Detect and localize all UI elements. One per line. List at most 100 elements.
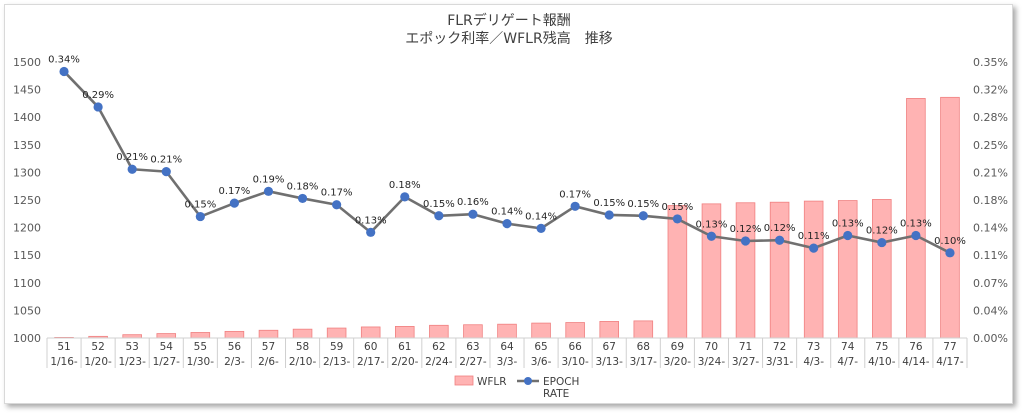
category-date-label: 1/30- (187, 356, 215, 368)
wflr-bar (667, 205, 688, 339)
legend-rate-marker (524, 377, 532, 385)
epoch-rate-data-label: 0.12% (764, 223, 796, 234)
category-epoch-label: 67 (603, 341, 616, 353)
epoch-rate-data-label: 0.17% (321, 188, 353, 199)
category-date-label: 3/31- (766, 356, 794, 368)
category-date-label: 2/6- (258, 356, 279, 368)
epoch-rate-data-label: 0.13% (696, 219, 728, 230)
chart-title: FLRデリゲート報酬 (447, 12, 571, 29)
category-date-label: 2/27- (459, 356, 487, 368)
category-date-label: 3/3- (497, 356, 518, 368)
combo-chart: FLRデリゲート報酬 エポック利率／WFLR残高 推移 1000 1050 1100… (13, 12, 1008, 400)
epoch-rate-data-label: 0.15% (593, 198, 625, 209)
axes: 1000 1050 1100 1150 1200 1250 1300 1350 1400 1450… (13, 56, 1008, 368)
category-date-label: 3/10- (561, 356, 589, 368)
category-epoch-label: 72 (773, 341, 786, 353)
epoch-rate-data-label: 0.15% (184, 200, 216, 211)
category-epoch-label: 51 (57, 341, 70, 353)
category-epoch-label: 57 (262, 341, 275, 353)
epoch-rate-data-label: 0.13% (900, 218, 932, 229)
wflr-bar (190, 332, 211, 339)
wflr-bar (872, 199, 892, 339)
category-epoch-label: 74 (841, 341, 855, 353)
y-right-tick-label: 0.00% (973, 332, 1008, 345)
category-epoch-label: 76 (909, 341, 923, 353)
category-date-label: 4/3- (803, 356, 824, 368)
category-epoch-label: 59 (330, 341, 343, 353)
y-right-tick-label: 0.18% (973, 194, 1008, 207)
category-epoch-label: 55 (194, 341, 207, 353)
epoch-rate-data-label: 0.17% (219, 186, 251, 197)
epoch-rate-point (468, 209, 478, 219)
wflr-bar (633, 320, 654, 339)
y-right-tick-label: 0.21% (973, 166, 1008, 179)
epoch-rate-data-label: 0.18% (389, 180, 421, 191)
epoch-rate-data-label: 0.17% (559, 189, 591, 200)
category-epoch-label: 63 (466, 341, 479, 353)
category-epoch-label: 64 (500, 341, 514, 353)
epoch-rate-point (911, 230, 921, 241)
category-epoch-label: 68 (637, 341, 650, 353)
wflr-bar (292, 328, 313, 339)
category-epoch-label: 61 (398, 341, 411, 353)
epoch-rate-point (297, 193, 308, 204)
category-date-label: 1/27- (153, 356, 181, 368)
y-right-tick-label: 0.25% (973, 139, 1008, 152)
wflr-bar (429, 324, 449, 339)
y-right-tick-label: 0.11% (973, 249, 1008, 262)
category-date-label: 3/24- (698, 356, 726, 368)
epoch-rate-point (809, 243, 819, 253)
y-left-tick-label: 1200 (13, 222, 41, 235)
epoch-rate-point (366, 227, 376, 237)
epoch-rate-data-label: 0.10% (934, 236, 966, 247)
category-epoch-label: 71 (739, 341, 752, 353)
epoch-rate-point (59, 66, 69, 77)
epoch-rate-data-label: 0.21% (116, 152, 148, 163)
category-date-label: 2/3- (224, 356, 245, 368)
y-right-tick-label: 0.14% (973, 222, 1008, 235)
epoch-rate-point (570, 201, 580, 211)
epoch-rate-data-label: 0.12% (730, 224, 762, 235)
wflr-bar (326, 327, 347, 339)
epoch-rate-data-label: 0.21% (150, 155, 182, 166)
legend-rate-label-line1: EPOCH (543, 376, 579, 388)
epoch-rate-point (502, 219, 512, 229)
wflr-bar (565, 322, 585, 339)
category-date-label: 4/17- (936, 356, 964, 368)
epoch-rate-point (877, 237, 887, 248)
category-epoch-label: 70 (705, 341, 718, 353)
epoch-rate-data-label: 0.34% (48, 54, 80, 65)
category-date-label: 2/10- (289, 356, 317, 368)
legend-rate-label-line2: RATE (543, 388, 569, 400)
y-right-tick-label: 0.07% (973, 277, 1008, 290)
epoch-rate-point (127, 164, 137, 174)
category-date-label: 3/17- (630, 356, 658, 368)
epoch-rate-point (93, 102, 103, 112)
y-right-tick-label: 0.28% (973, 111, 1008, 124)
epoch-rate-line: 0.34%0.29%0.21% 0.21%0.15%0.17%0.19%0.18%… (48, 54, 966, 258)
y-left-tick-label: 1100 (13, 277, 41, 290)
legend-wflr-label: WFLR (477, 376, 507, 388)
wflr-bar (156, 333, 177, 339)
y-left-tick-label: 1450 (13, 84, 41, 97)
epoch-rate-point (195, 211, 205, 222)
epoch-rate-point (945, 248, 955, 258)
category-date-label: 3/20- (664, 356, 692, 368)
category-epoch-label: 77 (943, 341, 956, 353)
epoch-rate-point (740, 236, 751, 246)
epoch-rate-point (536, 223, 546, 233)
epoch-rate-data-label: 0.14% (525, 211, 557, 222)
wflr-bar (531, 322, 551, 339)
category-date-label: 4/10- (868, 356, 896, 368)
epoch-rate-data-label: 0.16% (457, 197, 489, 208)
epoch-rate-data-label: 0.15% (423, 199, 455, 210)
epoch-rate-point (706, 231, 717, 241)
category-date-label: 1/20- (84, 356, 112, 368)
wflr-bar (803, 200, 824, 339)
y-left-tick-label: 1050 (13, 304, 41, 317)
epoch-rate-point (604, 210, 614, 220)
wflr-bar (599, 321, 619, 339)
epoch-rate-data-label: 0.15% (661, 202, 693, 213)
epoch-rate-point (774, 235, 785, 245)
category-epoch-label: 66 (568, 341, 582, 353)
